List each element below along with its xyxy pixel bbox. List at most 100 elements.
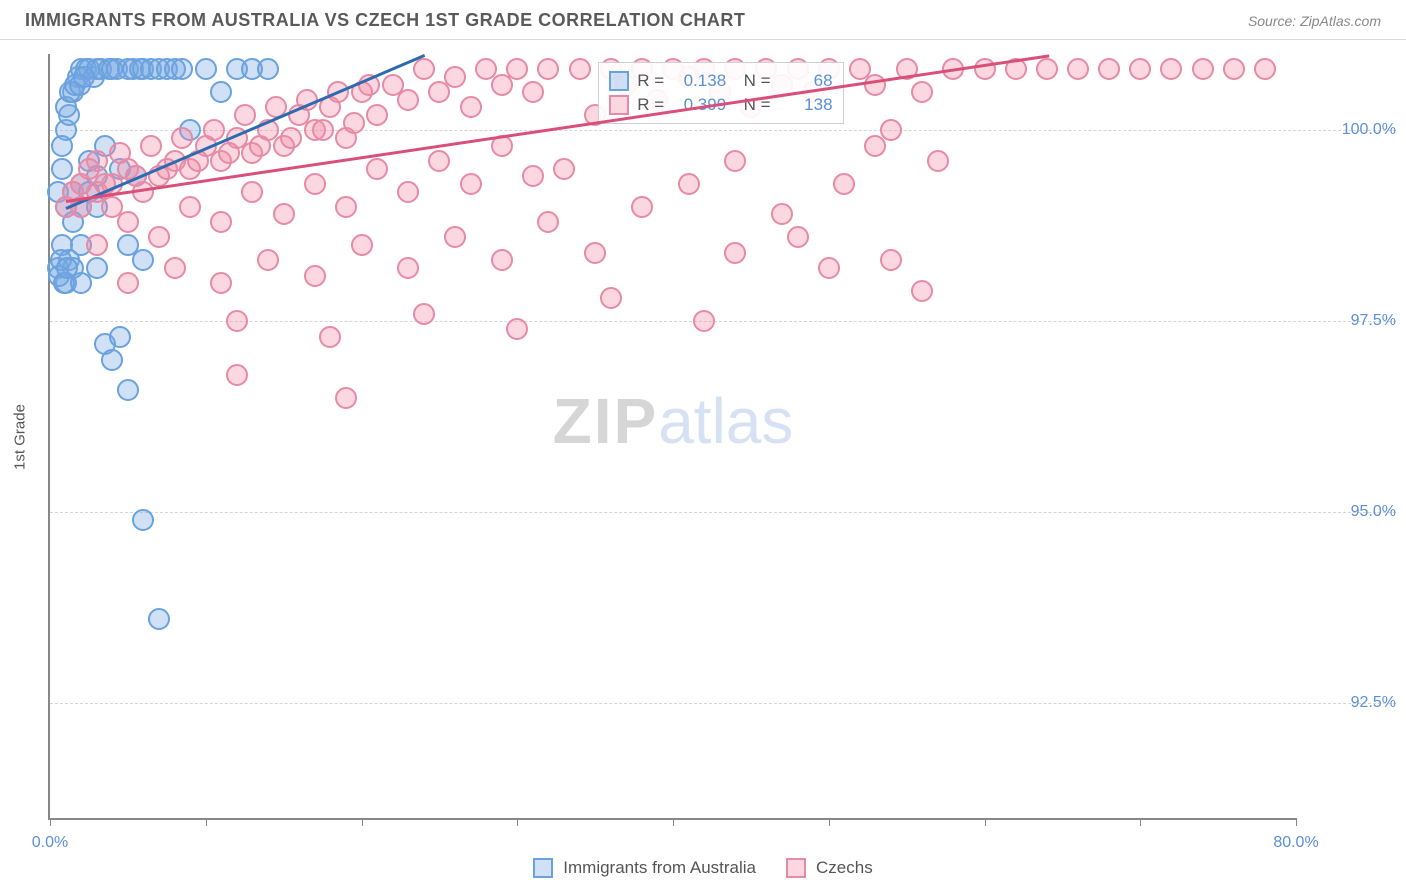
data-point <box>1192 58 1214 80</box>
data-point <box>1036 58 1058 80</box>
x-tick-label: 0.0% <box>32 834 68 852</box>
data-point <box>148 226 170 248</box>
data-point <box>771 203 793 225</box>
data-point <box>413 303 435 325</box>
data-point <box>397 257 419 279</box>
data-point <box>73 66 95 88</box>
data-point <box>171 127 193 149</box>
data-point <box>911 280 933 302</box>
data-point <box>911 81 933 103</box>
plot-container: 1st Grade ZIPatlas 92.5%95.0%97.5%100.0%… <box>48 54 1296 820</box>
n-value: 138 <box>779 95 833 115</box>
data-point <box>101 349 123 371</box>
data-point <box>584 242 606 264</box>
plot-area: ZIPatlas 92.5%95.0%97.5%100.0%0.0%80.0%R… <box>48 54 1296 820</box>
data-point <box>51 158 73 180</box>
data-point <box>974 58 996 80</box>
data-point <box>1254 58 1276 80</box>
data-point <box>724 242 746 264</box>
data-point <box>537 211 559 233</box>
data-point <box>460 173 482 195</box>
data-point <box>164 257 186 279</box>
legend-swatch <box>533 858 553 878</box>
x-tick <box>1296 818 1297 826</box>
legend-item: Czechs <box>786 858 873 878</box>
data-point <box>553 158 575 180</box>
data-point <box>319 326 341 348</box>
data-point <box>179 196 201 218</box>
data-point <box>101 196 123 218</box>
data-point <box>833 173 855 195</box>
y-tick-label: 97.5% <box>1306 312 1396 330</box>
data-point <box>522 165 544 187</box>
data-point <box>351 234 373 256</box>
legend-swatch <box>786 858 806 878</box>
data-point <box>257 58 279 80</box>
data-point <box>537 58 559 80</box>
data-point <box>366 158 388 180</box>
data-point <box>569 58 591 80</box>
data-point <box>927 150 949 172</box>
source-attribution: Source: ZipAtlas.com <box>1248 13 1381 29</box>
chart-title: IMMIGRANTS FROM AUSTRALIA VS CZECH 1ST G… <box>25 10 745 31</box>
data-point <box>397 89 419 111</box>
data-point <box>506 58 528 80</box>
data-point <box>257 249 279 271</box>
data-point <box>312 119 334 141</box>
data-point <box>864 135 886 157</box>
data-point <box>226 310 248 332</box>
data-point <box>428 150 450 172</box>
data-point <box>1129 58 1151 80</box>
x-tick-label: 80.0% <box>1273 834 1318 852</box>
data-point <box>203 119 225 141</box>
data-point <box>600 287 622 309</box>
data-point <box>818 257 840 279</box>
data-point <box>413 58 435 80</box>
data-point <box>241 181 263 203</box>
data-point <box>132 509 154 531</box>
series-swatch <box>609 71 629 91</box>
legend-label: Immigrants from Australia <box>563 858 756 878</box>
data-point <box>335 387 357 409</box>
data-point <box>117 379 139 401</box>
data-point <box>631 196 653 218</box>
x-tick <box>1140 818 1141 826</box>
data-point <box>506 318 528 340</box>
data-point <box>724 150 746 172</box>
gridline <box>50 321 1396 322</box>
data-point <box>460 96 482 118</box>
data-point <box>335 196 357 218</box>
x-tick <box>673 818 674 826</box>
data-point <box>444 66 466 88</box>
data-point <box>51 135 73 157</box>
data-point <box>343 112 365 134</box>
data-point <box>366 104 388 126</box>
data-point <box>210 81 232 103</box>
data-point <box>140 135 162 157</box>
watermark: ZIPatlas <box>553 384 794 458</box>
gridline <box>50 512 1396 513</box>
data-point <box>218 142 240 164</box>
data-point <box>280 127 302 149</box>
data-point <box>1223 58 1245 80</box>
data-point <box>444 226 466 248</box>
data-point <box>522 81 544 103</box>
data-point <box>678 173 700 195</box>
data-point <box>304 173 326 195</box>
stats-row: R =0.138 N =68 <box>609 69 832 93</box>
legend-label: Czechs <box>816 858 873 878</box>
y-tick-label: 92.5% <box>1306 694 1396 712</box>
bottom-legend: Immigrants from Australia Czechs <box>0 858 1406 878</box>
data-point <box>880 249 902 271</box>
data-point <box>210 211 232 233</box>
data-point <box>226 364 248 386</box>
data-point <box>304 265 326 287</box>
x-tick <box>50 818 51 826</box>
data-point <box>195 58 217 80</box>
data-point <box>1067 58 1089 80</box>
data-point <box>117 272 139 294</box>
data-point <box>249 135 271 157</box>
series-swatch <box>609 95 629 115</box>
data-point <box>70 272 92 294</box>
x-tick <box>362 818 363 826</box>
